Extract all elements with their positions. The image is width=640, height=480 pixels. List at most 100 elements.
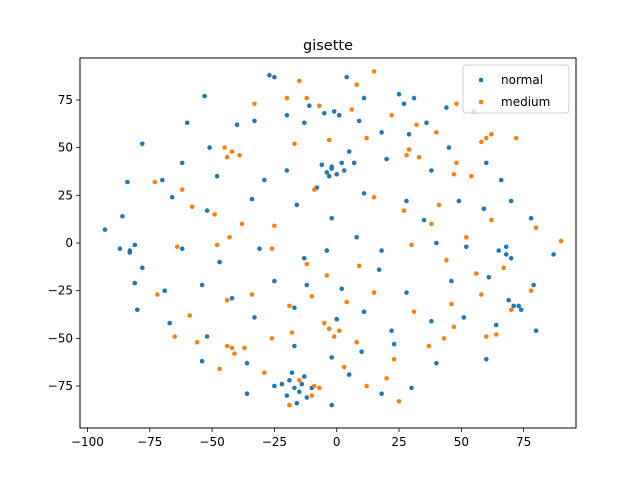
point-normal-30 xyxy=(262,177,267,183)
point-normal-57 xyxy=(140,265,145,271)
point-normal-132 xyxy=(132,242,138,248)
point-normal-80 xyxy=(516,303,521,309)
y-axis: −75 −50 −25 0 25 50 75 xyxy=(48,93,80,393)
chart-title: gisette xyxy=(303,38,353,54)
point-normal-34 xyxy=(326,173,332,179)
point-medium-51 xyxy=(155,292,160,297)
point-normal-120 xyxy=(324,170,330,175)
point-normal-98 xyxy=(391,341,397,347)
point-normal-129 xyxy=(506,297,512,303)
point-medium-28 xyxy=(212,212,217,217)
point-medium-63 xyxy=(172,334,177,339)
point-normal-4 xyxy=(361,95,367,101)
point-normal-14 xyxy=(184,120,190,126)
point-normal-15 xyxy=(140,141,145,147)
point-normal-45 xyxy=(204,208,210,213)
point-medium-59 xyxy=(411,309,417,315)
point-medium-0 xyxy=(297,78,302,84)
point-medium-17 xyxy=(292,141,297,147)
point-medium-52 xyxy=(187,313,192,318)
point-normal-41 xyxy=(508,198,514,204)
legend-box xyxy=(462,64,570,114)
point-normal-73 xyxy=(272,278,277,284)
point-normal-50 xyxy=(404,198,409,204)
point-normal-127 xyxy=(511,303,516,309)
x-tick-label: −50 xyxy=(199,435,224,449)
point-medium-14 xyxy=(222,145,227,150)
point-normal-27 xyxy=(125,179,130,185)
point-normal-52 xyxy=(456,198,462,204)
y-tick-label: 50 xyxy=(58,141,73,155)
point-normal-82 xyxy=(167,320,172,326)
point-normal-109 xyxy=(297,389,302,395)
point-normal-117 xyxy=(289,370,295,376)
point-normal-99 xyxy=(434,360,439,366)
point-normal-26 xyxy=(160,177,165,183)
point-medium-8 xyxy=(389,112,394,118)
point-normal-55 xyxy=(551,252,556,257)
point-normal-95 xyxy=(292,343,297,349)
point-medium-18 xyxy=(326,137,332,143)
point-medium-11 xyxy=(484,135,489,141)
point-normal-71 xyxy=(199,282,205,288)
point-medium-32 xyxy=(371,194,377,200)
legend-label-medium: medium xyxy=(501,95,550,109)
point-normal-105 xyxy=(379,391,384,397)
point-medium-23 xyxy=(469,173,474,179)
point-normal-130 xyxy=(127,250,133,255)
point-medium-57 xyxy=(344,299,350,305)
point-normal-101 xyxy=(244,391,250,397)
point-normal-91 xyxy=(493,322,499,328)
point-normal-114 xyxy=(294,400,300,406)
point-normal-121 xyxy=(334,172,340,177)
point-normal-19 xyxy=(336,112,342,118)
point-normal-90 xyxy=(461,315,467,320)
point-normal-43 xyxy=(120,214,125,219)
point-normal-59 xyxy=(217,259,222,265)
y-tick-label: −25 xyxy=(48,284,73,298)
point-normal-84 xyxy=(252,315,257,320)
point-normal-126 xyxy=(503,244,509,250)
legend: normal medium xyxy=(462,64,570,114)
x-tick-label: −25 xyxy=(262,435,287,449)
point-medium-70 xyxy=(322,320,327,326)
point-medium-69 xyxy=(331,334,337,339)
point-normal-108 xyxy=(284,393,290,398)
point-normal-131 xyxy=(117,246,123,251)
point-medium-22 xyxy=(454,160,459,166)
point-medium-25 xyxy=(152,179,158,185)
point-normal-110 xyxy=(287,378,292,383)
point-medium-55 xyxy=(287,303,292,309)
point-normal-79 xyxy=(486,275,492,280)
point-normal-77 xyxy=(404,290,409,295)
point-normal-65 xyxy=(434,240,439,246)
point-medium-42 xyxy=(269,246,275,251)
point-medium-16 xyxy=(224,154,230,160)
point-medium-94 xyxy=(479,139,484,145)
point-normal-38 xyxy=(446,145,452,150)
point-normal-24 xyxy=(444,105,449,110)
point-normal-12 xyxy=(401,101,407,107)
point-medium-75 xyxy=(451,324,457,330)
point-medium-77 xyxy=(217,366,222,372)
point-normal-51 xyxy=(421,217,427,223)
point-normal-70 xyxy=(162,288,167,294)
point-normal-69 xyxy=(132,280,138,286)
point-medium-90 xyxy=(287,402,292,408)
point-normal-10 xyxy=(331,109,337,114)
point-medium-85 xyxy=(364,383,369,389)
point-medium-6 xyxy=(317,103,322,108)
point-normal-11 xyxy=(356,118,362,124)
point-normal-1 xyxy=(272,74,277,80)
point-medium-62 xyxy=(508,307,514,313)
point-normal-39 xyxy=(484,160,489,166)
point-medium-46 xyxy=(409,242,414,248)
legend-label-normal: normal xyxy=(501,73,543,87)
point-medium-61 xyxy=(479,292,484,297)
point-medium-29 xyxy=(239,221,245,227)
legend-marker-normal xyxy=(478,77,484,83)
legend-marker-medium xyxy=(478,99,484,105)
point-normal-6 xyxy=(411,95,417,101)
point-normal-61 xyxy=(302,255,307,261)
point-normal-122 xyxy=(341,168,347,173)
